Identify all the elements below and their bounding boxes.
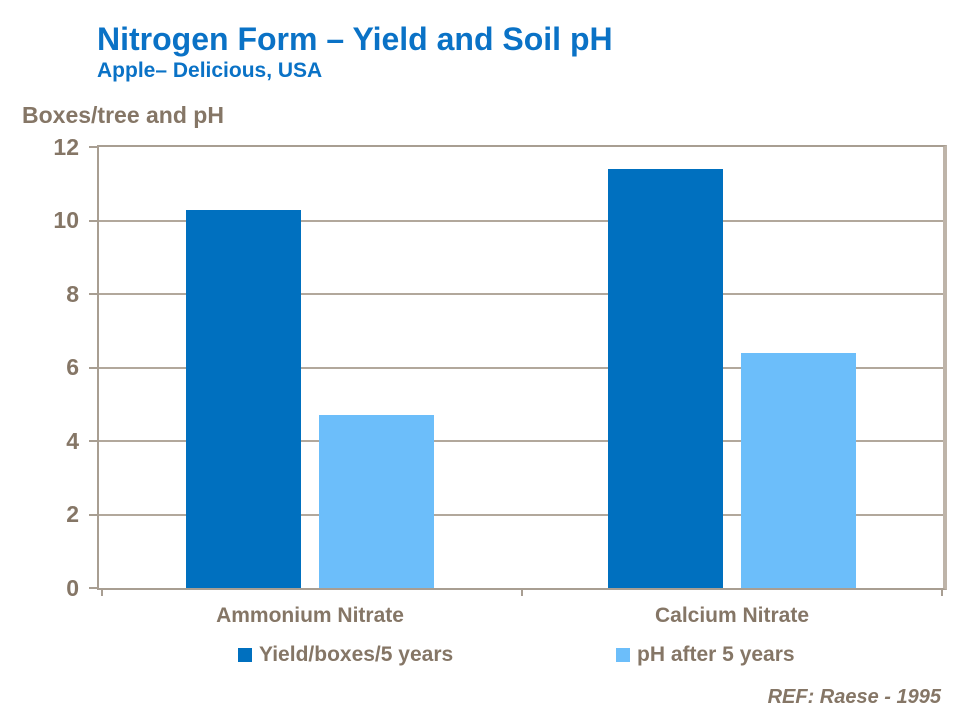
gridline-y-4 — [99, 440, 943, 442]
y-tick-mark-0 — [89, 587, 97, 589]
legend-swatch-ph — [616, 648, 630, 662]
x-tick-mark-0 — [101, 590, 103, 596]
bar-yield-ammonium-nitrate — [186, 209, 301, 588]
y-axis-title: Boxes/tree and pH — [22, 102, 224, 128]
bar-yield-calcium-nitrate — [608, 169, 723, 588]
legend-label-ph: pH after 5 years — [637, 643, 795, 666]
category-label-calcium-nitrate: Calcium Nitrate — [654, 604, 810, 627]
gridline-y-6 — [99, 366, 943, 369]
y-tick-label-4: 4 — [66, 427, 79, 454]
y-tick-label-2: 2 — [66, 501, 79, 527]
bar-ph-calcium-nitrate — [741, 352, 856, 588]
legend-label-yield: Yield/boxes/5 years — [259, 643, 454, 666]
y-tick-label-12: 12 — [53, 133, 79, 160]
y-tick-mark-2 — [89, 513, 97, 516]
gridline-y-10 — [99, 219, 943, 222]
page-title: Nitrogen Form – Yield and Soil pH — [97, 21, 613, 57]
y-tick-label-8: 8 — [66, 280, 79, 307]
bar-ph-ammonium-nitrate — [319, 415, 434, 588]
legend-entry-yield: Yield/boxes/5 years — [238, 643, 453, 667]
y-tick-mark-10 — [89, 219, 97, 222]
y-tick-mark-8 — [89, 293, 97, 295]
legend-entry-ph: pH after 5 years — [616, 643, 795, 667]
gridline-y-8 — [99, 293, 943, 295]
page-subtitle: Apple– Delicious, USA — [97, 59, 323, 82]
y-tick-label-0: 0 — [66, 574, 79, 601]
y-tick-mark-12 — [89, 146, 97, 148]
category-label-ammonium-nitrate: Ammonium Nitrate — [216, 604, 404, 627]
y-tick-mark-6 — [89, 366, 97, 369]
y-tick-mark-4 — [89, 440, 97, 442]
y-tick-label-6: 6 — [66, 354, 79, 380]
y-tick-label-10: 10 — [53, 207, 79, 233]
x-tick-mark-1 — [521, 590, 523, 596]
chart-plot-area — [89, 145, 947, 596]
gridline-y-2 — [99, 513, 943, 516]
legend-swatch-yield — [238, 648, 252, 662]
reference-note: REF: Raese - 1995 — [767, 686, 941, 708]
x-tick-mark-2 — [941, 590, 943, 596]
